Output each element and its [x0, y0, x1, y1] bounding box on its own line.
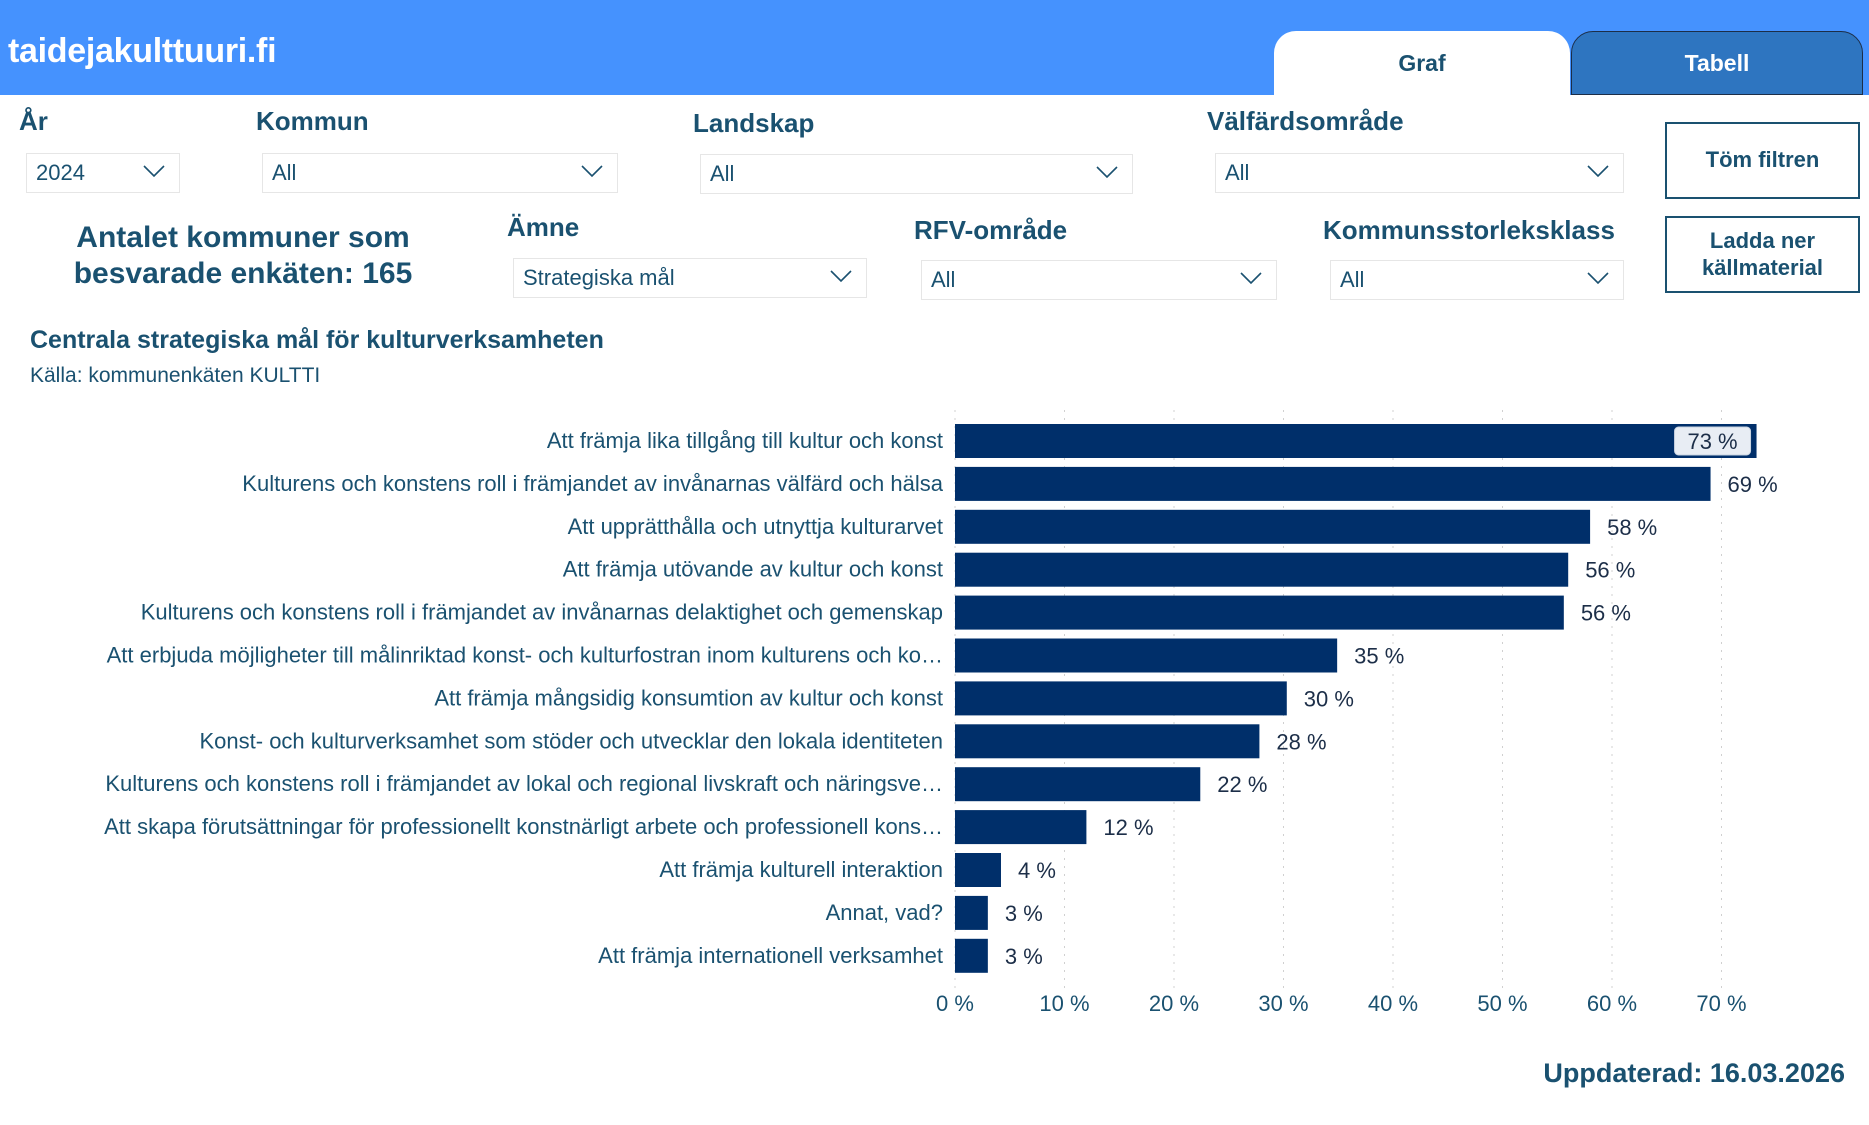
download-button-line2: källmaterial — [1701, 254, 1824, 280]
category-label: Kulturens och konstens roll i främjandet… — [141, 600, 943, 625]
value-label: 73 % — [1687, 429, 1737, 454]
category-label: Annat, vad? — [826, 900, 943, 925]
chevron-down-icon — [1240, 272, 1262, 285]
chevron-down-icon — [830, 270, 852, 283]
value-label: 69 % — [1728, 472, 1778, 497]
value-label: 28 % — [1276, 729, 1326, 754]
chevron-down-icon — [581, 165, 603, 178]
respondent-count-line2: besvarade enkäten: 165 — [73, 257, 413, 290]
category-label: Att skapa förutsättningar för profession… — [104, 814, 943, 839]
tab-tabell[interactable]: Tabell — [1571, 31, 1863, 95]
value-label: 22 % — [1217, 772, 1267, 797]
rfv-filter-label: RFV-område — [914, 215, 1068, 245]
category-label: Kulturens och konstens roll i främjandet… — [242, 471, 943, 496]
category-label: Att främja lika tillgång till kultur och… — [547, 428, 943, 453]
year-filter-label: År — [19, 106, 48, 136]
value-label: 30 % — [1304, 686, 1354, 711]
landskap-filter-label: Landskap — [693, 108, 815, 138]
bar[interactable] — [955, 638, 1338, 673]
tab-graf[interactable]: Graf — [1274, 31, 1570, 95]
valfardsomrade-filter-label: Välfärdsområde — [1207, 106, 1404, 136]
bar[interactable] — [955, 895, 988, 930]
x-tick-label: 40 % — [1368, 991, 1418, 1016]
bar[interactable] — [955, 810, 1087, 845]
bar[interactable] — [955, 424, 1757, 458]
chevron-down-icon — [1096, 166, 1118, 179]
amne-filter-label: Ämne — [507, 212, 580, 242]
updated-date: Uppdaterad: 16.03.2026 — [1543, 1058, 1845, 1088]
bar[interactable] — [955, 681, 1287, 716]
storleksklass-dropdown-value: All — [1340, 267, 1365, 292]
year-dropdown[interactable]: 2024 — [26, 153, 180, 193]
bars: Att främja lika tillgång till kultur och… — [104, 424, 1778, 973]
value-label: 35 % — [1354, 644, 1404, 669]
kommun-filter-label: Kommun — [256, 106, 369, 136]
site-title: taidejakulttuuri.fi — [8, 32, 277, 70]
year-dropdown-value: 2024 — [36, 160, 85, 185]
bar[interactable] — [955, 466, 1711, 501]
x-tick-label: 20 % — [1149, 991, 1199, 1016]
respondent-count-text: Antalet kommuner som besvarade enkäten: … — [30, 220, 456, 292]
category-label: Kulturens och konstens roll i främjandet… — [105, 771, 943, 796]
amne-dropdown[interactable]: Strategiska mål — [513, 258, 867, 298]
download-source-button[interactable]: Ladda ner källmaterial — [1665, 216, 1860, 293]
x-axis: 0 % 10 % 20 % 30 % 40 % 50 % 60 % 70 % — [936, 991, 1747, 1016]
bar[interactable] — [955, 552, 1569, 587]
bar[interactable] — [955, 509, 1591, 544]
bar[interactable] — [955, 938, 988, 973]
download-button-line1: Ladda ner — [1709, 228, 1816, 254]
chevron-down-icon — [1587, 272, 1609, 285]
rfv-dropdown-value: All — [931, 267, 956, 292]
kommun-dropdown-value: All — [272, 160, 297, 185]
value-label: 56 % — [1581, 601, 1631, 626]
category-label: Konst- och kulturverksamhet som stöder o… — [200, 728, 944, 753]
category-label: Att främja internationell verksamhet — [598, 943, 943, 968]
respondent-count-line1: Antalet kommuner som — [76, 221, 410, 254]
value-label: 12 % — [1103, 815, 1153, 840]
landskap-dropdown[interactable]: All — [700, 154, 1133, 194]
bar[interactable] — [955, 767, 1201, 802]
bar[interactable] — [955, 724, 1260, 759]
chevron-down-icon — [1587, 165, 1609, 178]
x-tick-label: 60 % — [1587, 991, 1637, 1016]
chevron-down-icon — [143, 165, 165, 178]
x-tick-label: 10 % — [1039, 991, 1089, 1016]
category-label: Att främja mångsidig konsumtion av kultu… — [434, 685, 943, 710]
valfardsomrade-dropdown[interactable]: All — [1215, 153, 1624, 193]
category-label: Att främja kulturell interaktion — [659, 857, 943, 882]
chart-title: Centrala strategiska mål för kulturverks… — [30, 326, 604, 354]
rfv-dropdown[interactable]: All — [921, 260, 1277, 300]
x-tick-label: 50 % — [1477, 991, 1527, 1016]
x-tick-label: 0 % — [936, 991, 974, 1016]
value-label: 3 % — [1005, 901, 1043, 926]
valfardsomrade-dropdown-value: All — [1225, 160, 1250, 185]
bar-chart: Att främja lika tillgång till kultur och… — [104, 410, 1778, 1016]
landskap-dropdown-value: All — [710, 161, 735, 186]
category-label: Att upprätthålla och utnyttja kulturarve… — [568, 514, 943, 539]
value-label: 3 % — [1005, 944, 1043, 969]
x-tick-label: 30 % — [1258, 991, 1308, 1016]
value-label: 4 % — [1018, 858, 1056, 883]
chart-subtitle: Källa: kommunenkäten KULTTI — [30, 364, 321, 387]
storleksklass-dropdown[interactable]: All — [1330, 260, 1624, 300]
kommun-dropdown[interactable]: All — [262, 153, 618, 193]
category-label: Att främja utövande av kultur och konst — [563, 557, 943, 582]
value-label: 58 % — [1607, 515, 1657, 540]
value-label: 56 % — [1585, 558, 1635, 583]
bar[interactable] — [955, 595, 1564, 630]
storleksklass-filter-label: Kommunsstorleksklass — [1323, 215, 1615, 245]
amne-dropdown-value: Strategiska mål — [523, 265, 675, 290]
bar[interactable] — [955, 853, 1001, 887]
clear-filters-button[interactable]: Töm filtren — [1665, 122, 1860, 199]
value-label-highlight — [1674, 426, 1752, 456]
x-tick-label: 70 % — [1696, 991, 1746, 1016]
category-label: Att erbjuda möjligheter till målinriktad… — [107, 643, 943, 668]
